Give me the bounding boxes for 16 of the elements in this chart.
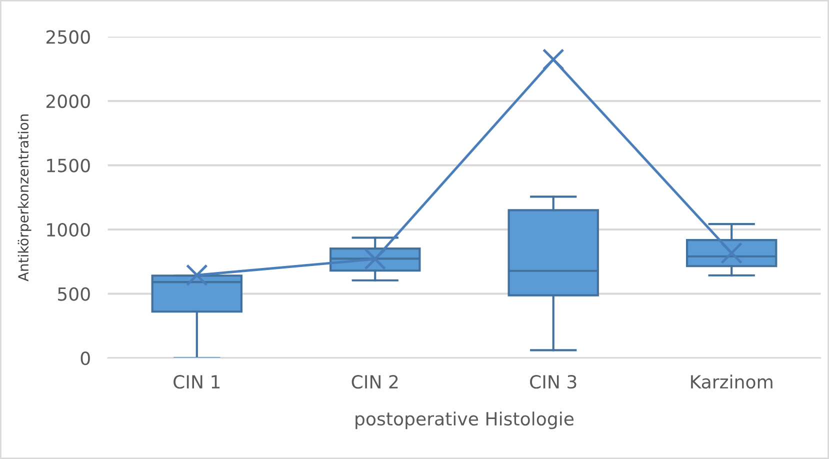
point bbox=[186, 264, 208, 286]
y-tick-label: 1500 bbox=[47, 158, 90, 172]
y-tick-label: 0 bbox=[80, 351, 90, 366]
x-tick-label: CIN 2 bbox=[352, 375, 398, 389]
y-tick-label: 1000 bbox=[47, 222, 90, 237]
y-tick-label: 2000 bbox=[46, 94, 90, 108]
x-tick-label: Karzinom bbox=[691, 374, 772, 389]
y-tick-label: 500 bbox=[58, 287, 90, 301]
x-axis-title: postoperative Histologie bbox=[356, 412, 574, 430]
point bbox=[542, 48, 564, 70]
point bbox=[364, 248, 386, 270]
y-tick-label: 2500 bbox=[46, 30, 90, 44]
point bbox=[720, 242, 743, 264]
x-tick-label: CIN 3 bbox=[530, 375, 576, 389]
y-axis-title: Antikörperkonzentration bbox=[18, 114, 32, 282]
x-tick-label: CIN 1 bbox=[174, 375, 220, 389]
